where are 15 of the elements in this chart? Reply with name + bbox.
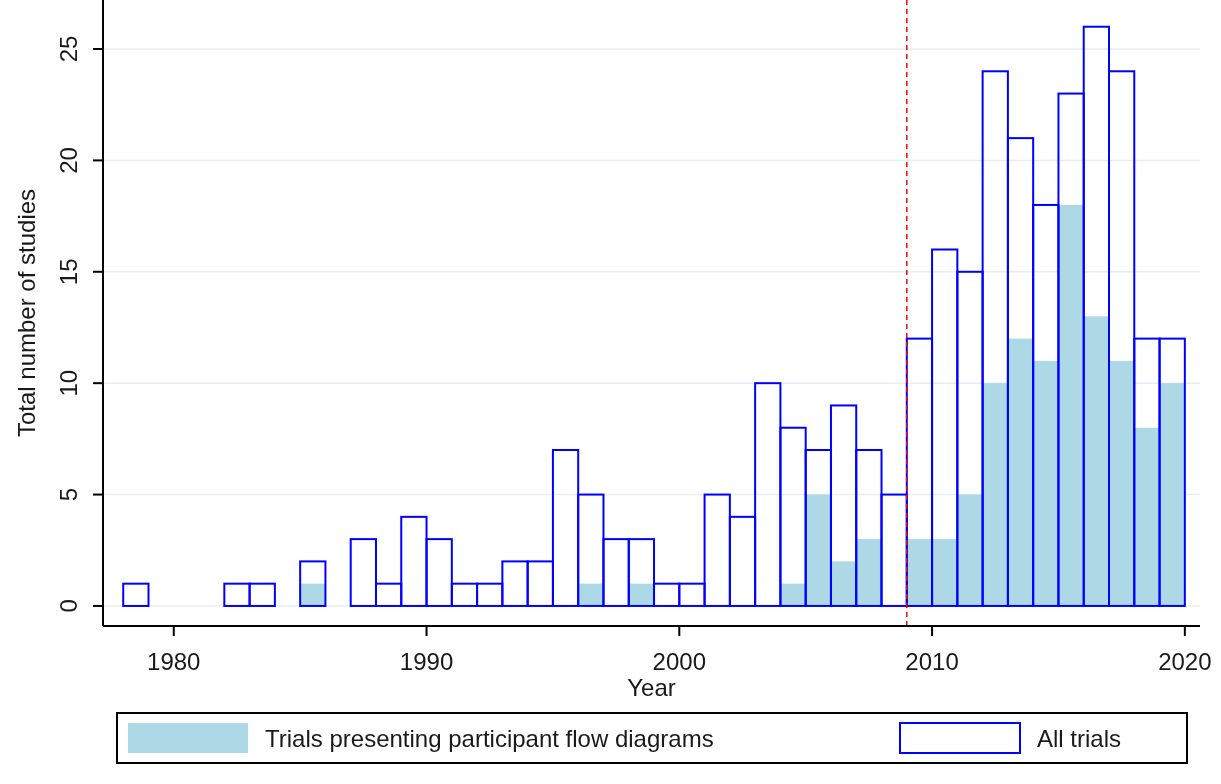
x-axis-title: Year: [627, 674, 676, 701]
x-tick-label: 2000: [652, 648, 706, 675]
x-tick-label: 2020: [1158, 648, 1212, 675]
x-tick-label: 1980: [147, 648, 201, 675]
y-tick-label: 10: [55, 369, 82, 397]
y-axis-title: Total number of studies: [13, 188, 40, 438]
legend-label: All trials: [1037, 725, 1122, 752]
y-tick-label: 5: [55, 487, 82, 502]
legend-label: Trials presenting participant flow diagrams: [265, 725, 714, 752]
x-tick-label: 2010: [905, 648, 959, 675]
y-tick-label: 20: [55, 147, 82, 174]
y-tick-label: 25: [55, 35, 82, 63]
y-tick-label: 15: [55, 258, 82, 286]
y-tick-label: 0: [55, 599, 82, 613]
x-tick-label: 1990: [399, 648, 454, 675]
